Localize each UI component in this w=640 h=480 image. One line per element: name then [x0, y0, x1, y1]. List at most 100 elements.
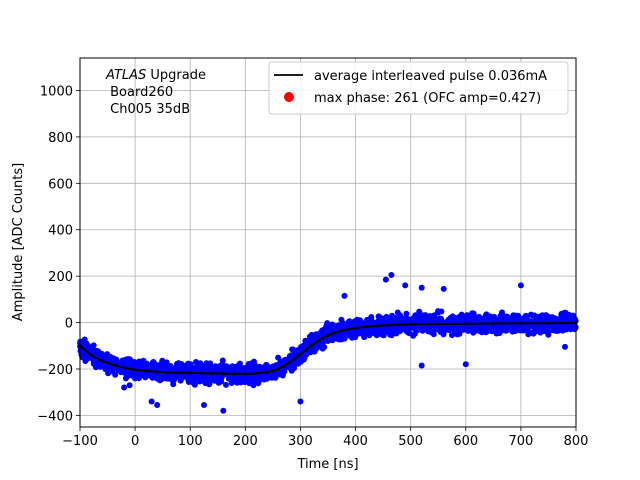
- scatter-point: [383, 313, 390, 320]
- scatter-point: [297, 398, 304, 405]
- scatter-point: [349, 319, 356, 326]
- scatter-point: [343, 322, 350, 329]
- average-pulse-point: [342, 328, 347, 332]
- scatter-point: [122, 375, 129, 382]
- scatter-point: [425, 317, 432, 323]
- scatter-point: [368, 316, 375, 323]
- scatter-point: [80, 341, 87, 348]
- average-pulse-point: [166, 370, 170, 375]
- scatter-point: [560, 323, 567, 330]
- average-pulse-point: [519, 321, 523, 325]
- scatter-point: [288, 367, 295, 374]
- y-tick-label: −400: [37, 409, 73, 424]
- scatter-point: [173, 374, 180, 381]
- scatter-point: [531, 312, 538, 319]
- scatter-point: [218, 378, 225, 385]
- x-axis-label: Time [ns]: [296, 457, 358, 472]
- scatter-point: [400, 315, 407, 322]
- scatter-point: [275, 354, 282, 361]
- scatter-point: [515, 312, 522, 319]
- y-tick-label: 200: [48, 270, 73, 285]
- scatter-point: [154, 375, 161, 382]
- scatter-point: [228, 367, 235, 374]
- average-pulse-point: [326, 333, 330, 337]
- x-tick-label: 400: [343, 434, 368, 449]
- scatter-point: [201, 402, 207, 408]
- scatter-point: [208, 374, 215, 381]
- x-tick-label: 0: [131, 434, 139, 449]
- average-pulse-point: [376, 324, 380, 328]
- scatter-point: [407, 317, 414, 324]
- scatter-point: [147, 363, 153, 370]
- average-pulse-point: [221, 372, 225, 376]
- scatter-point: [346, 332, 352, 339]
- legend-point-marker: [284, 92, 294, 102]
- average-pulse-point: [199, 371, 203, 375]
- scatter-point: [483, 311, 490, 318]
- average-pulse-point: [398, 323, 402, 327]
- average-pulse-point: [293, 356, 297, 361]
- scatter-point: [515, 325, 522, 332]
- scatter-point: [550, 316, 557, 323]
- scatter-point: [469, 325, 476, 332]
- scatter-point: [163, 359, 170, 366]
- average-pulse-point: [409, 322, 413, 326]
- legend-box: [268, 61, 569, 115]
- scatter-point: [261, 373, 268, 380]
- average-pulse-point: [243, 372, 247, 376]
- scatter-point: [508, 326, 515, 333]
- annotation-channel: Ch005 35dB: [106, 102, 190, 117]
- annotation-line1: ATLAS Upgrade: [105, 68, 206, 83]
- legend-entry-max-phase: max phase: 261 (OFC amp=0.427): [314, 91, 541, 106]
- average-pulse-point: [331, 331, 336, 335]
- average-pulse-point: [100, 359, 104, 363]
- scatter-point: [506, 316, 513, 323]
- y-tick-label: 800: [48, 131, 73, 146]
- scatter-point: [475, 325, 482, 331]
- x-tick-label: 300: [288, 434, 313, 449]
- annotation-atlas: ATLAS: [105, 68, 146, 83]
- plot-frame: [79, 57, 577, 428]
- scatter-point: [255, 373, 262, 380]
- average-pulse-point: [210, 371, 214, 375]
- average-pulse-point: [276, 367, 280, 371]
- y-tick-label: 400: [48, 224, 73, 239]
- scatter-point: [546, 328, 553, 335]
- average-pulse-point: [188, 371, 192, 375]
- scatter-point: [422, 312, 429, 319]
- scatter-point: [310, 333, 317, 340]
- scatter-series: [77, 272, 579, 414]
- scatter-point: [340, 330, 347, 337]
- average-pulse-point: [436, 322, 440, 326]
- average-pulse-point: [309, 343, 314, 348]
- scatter-point: [403, 327, 410, 334]
- x-tick-label: 200: [233, 434, 258, 449]
- scatter-point: [175, 362, 182, 369]
- scatter-point: [417, 324, 424, 331]
- scatter-point: [486, 327, 493, 333]
- average-pulse-point: [89, 353, 93, 357]
- y-tick-label: 0: [65, 317, 73, 332]
- scatter-point: [296, 356, 303, 363]
- annotation-board: Board260: [106, 85, 173, 100]
- scatter-point: [289, 346, 296, 353]
- scatter-point: [418, 362, 425, 369]
- scatter-point: [158, 372, 165, 379]
- scatter-point: [121, 384, 128, 391]
- scatter-point: [187, 373, 194, 380]
- scatter-point: [416, 311, 423, 318]
- scatter-point: [212, 363, 219, 370]
- average-pulse-point: [155, 370, 159, 374]
- scatter-point: [136, 358, 143, 365]
- scatter-point: [517, 282, 524, 289]
- scatter-point: [317, 330, 323, 337]
- scatter-point: [250, 377, 257, 384]
- average-pulse-point: [111, 363, 115, 367]
- scatter-point: [126, 382, 133, 389]
- scatter-point: [125, 362, 132, 369]
- scatter-point: [251, 362, 258, 368]
- scatter-point: [119, 357, 126, 364]
- scatter-point: [255, 380, 262, 387]
- scatter-point: [148, 398, 155, 405]
